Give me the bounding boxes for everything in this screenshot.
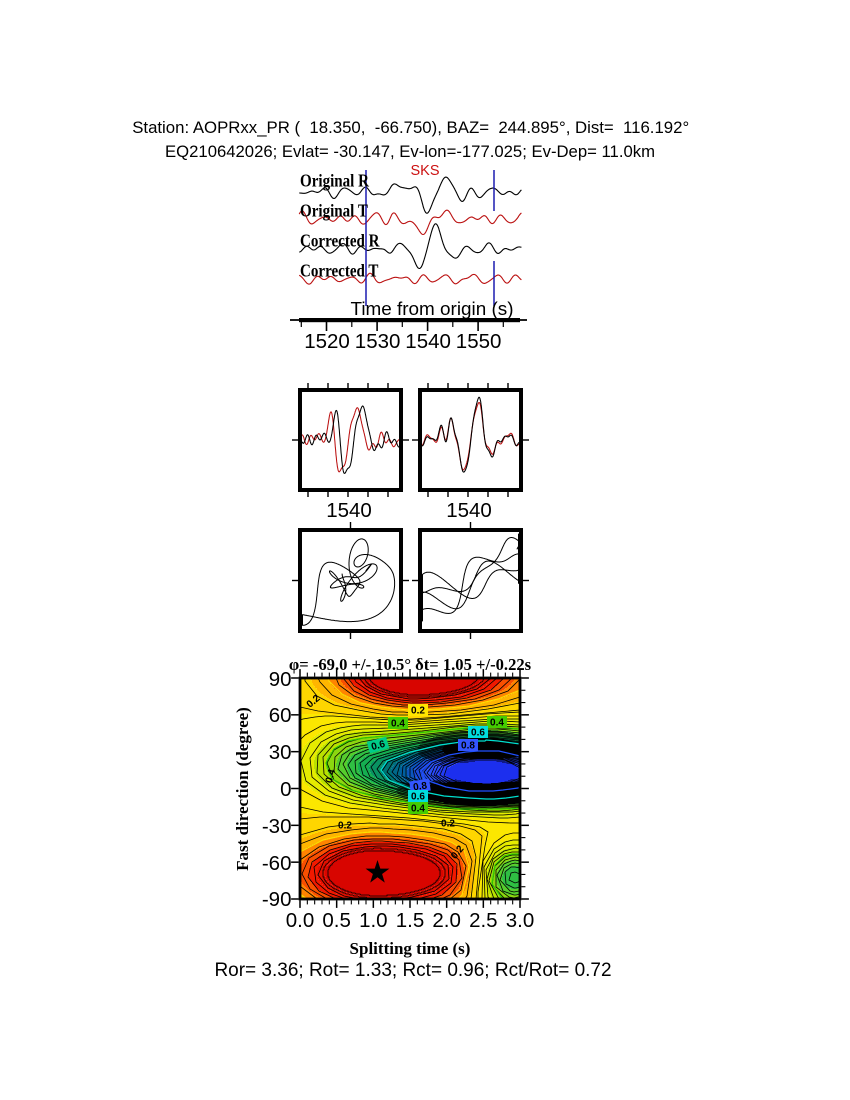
svg-text:0.6: 0.6 xyxy=(471,728,485,739)
svg-text:0.6: 0.6 xyxy=(370,739,387,753)
svg-text:0.6: 0.6 xyxy=(411,792,425,803)
svg-text:0.2: 0.2 xyxy=(411,706,425,717)
svg-text:0.2: 0.2 xyxy=(441,819,455,830)
svg-text:0.4: 0.4 xyxy=(411,804,425,815)
svg-text:0.4: 0.4 xyxy=(490,718,504,729)
svg-text:0.2: 0.2 xyxy=(338,821,352,832)
svg-text:0.8: 0.8 xyxy=(461,741,475,752)
svg-text:0.4: 0.4 xyxy=(324,768,338,785)
svg-text:0.4: 0.4 xyxy=(391,719,405,730)
